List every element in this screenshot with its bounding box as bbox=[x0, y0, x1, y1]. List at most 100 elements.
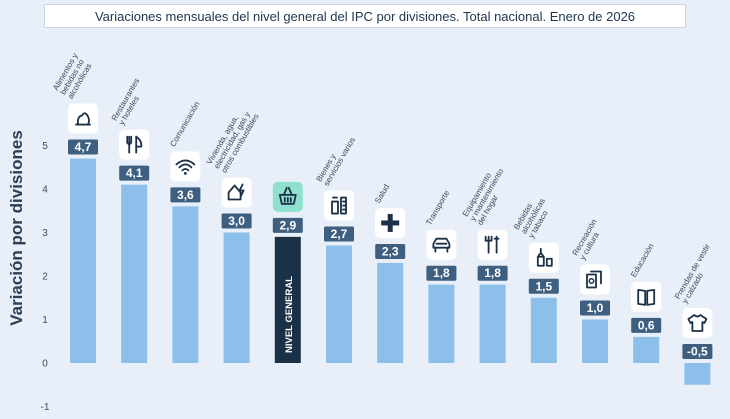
cross-icon bbox=[375, 207, 406, 238]
bar bbox=[223, 232, 250, 363]
bar bbox=[172, 206, 199, 363]
value-label-group: 2,3 bbox=[375, 243, 406, 259]
value-label: 4,7 bbox=[75, 140, 92, 154]
icon-stroke bbox=[637, 289, 647, 306]
value-label: 3,0 bbox=[228, 214, 245, 228]
y-tick-label: -1 bbox=[41, 402, 50, 413]
icon-dot bbox=[588, 278, 595, 284]
value-label-group: 1,8 bbox=[426, 265, 457, 281]
y-tick-label: 4 bbox=[42, 185, 48, 196]
icon-stroke bbox=[340, 196, 347, 215]
value-label: 2,7 bbox=[331, 227, 348, 241]
icon-box bbox=[170, 151, 201, 182]
wifi-icon bbox=[170, 151, 201, 182]
category-label: Bienes yservicios varios bbox=[315, 131, 357, 187]
icon-stroke bbox=[590, 270, 602, 285]
icon-dot bbox=[184, 172, 187, 175]
bar bbox=[582, 319, 608, 363]
value-label-bg bbox=[68, 139, 98, 155]
icon-stroke bbox=[586, 273, 597, 289]
bottles-icon bbox=[324, 190, 354, 221]
house-icon bbox=[221, 177, 252, 208]
value-label: 1,0 bbox=[587, 301, 604, 315]
value-label: 1,8 bbox=[484, 266, 501, 280]
value-label: 1,8 bbox=[433, 266, 450, 280]
value-label-bg bbox=[580, 300, 610, 316]
value-label-group: 4,7 bbox=[68, 139, 98, 155]
icon-stroke bbox=[536, 247, 545, 267]
bar bbox=[121, 184, 148, 363]
y-axis-label: Variación por divisiones bbox=[7, 130, 26, 326]
icon-box bbox=[580, 264, 610, 295]
value-label: 1,5 bbox=[535, 279, 552, 293]
food-icon bbox=[68, 103, 98, 134]
category-label: Comunicación bbox=[168, 100, 201, 148]
y-tick-label: 1 bbox=[42, 315, 48, 326]
icon-stroke bbox=[76, 112, 90, 126]
icon-stroke bbox=[331, 196, 339, 215]
bar bbox=[530, 297, 557, 363]
category-label-line: Comunicación bbox=[168, 100, 201, 148]
value-label: 4,1 bbox=[126, 166, 143, 180]
shirt-icon bbox=[682, 308, 713, 338]
y-tick-label: 3 bbox=[42, 228, 48, 239]
value-label-bg bbox=[272, 217, 303, 233]
icon-stroke bbox=[278, 193, 297, 205]
icon-box bbox=[119, 129, 150, 160]
icon-stroke bbox=[282, 186, 293, 196]
y-tick-label: 0 bbox=[42, 359, 48, 370]
icon-box bbox=[631, 281, 662, 312]
bar bbox=[377, 262, 404, 363]
y-tick-label: 5 bbox=[42, 141, 48, 152]
icon-box bbox=[221, 177, 252, 208]
icon-stroke bbox=[432, 237, 451, 249]
category-label: Bebidasalcohólicasy tabaco bbox=[512, 192, 554, 239]
basket-icon bbox=[272, 181, 303, 212]
category-label: Equipamientoy mantenimientodel hogar bbox=[461, 162, 513, 226]
icon-box bbox=[477, 229, 508, 260]
category-label: NIVEL GENERAL bbox=[284, 276, 295, 353]
value-label-group: 1,0 bbox=[580, 300, 610, 316]
icon-stroke bbox=[687, 314, 708, 332]
tools-icon bbox=[477, 229, 508, 260]
car-icon bbox=[426, 229, 457, 260]
icon-stroke bbox=[175, 159, 196, 166]
value-label-group: 0,6 bbox=[631, 317, 662, 333]
icon-box bbox=[682, 308, 713, 338]
value-label-group: -0,5 bbox=[682, 344, 713, 359]
category-label: Vivienda, agua,electricidad, gas yotros … bbox=[205, 104, 261, 175]
value-label-bg bbox=[528, 278, 559, 294]
icon-box bbox=[68, 103, 98, 134]
value-label-bg bbox=[324, 226, 354, 242]
category-label: Prendas de vestiry calzado bbox=[673, 242, 719, 305]
value-label-group: 2,9 bbox=[272, 217, 303, 233]
category-label: Educación bbox=[629, 242, 655, 279]
icon-stroke bbox=[135, 135, 143, 148]
icon-stroke bbox=[493, 235, 500, 254]
value-label-group: 3,6 bbox=[170, 187, 201, 203]
cutlery-icon bbox=[119, 129, 150, 160]
icon-stroke bbox=[545, 257, 553, 267]
icon-stroke bbox=[178, 163, 193, 169]
value-label-group: 4,1 bbox=[119, 165, 150, 181]
icon-bar bbox=[381, 220, 400, 226]
cards-icon bbox=[580, 264, 610, 295]
value-label: 2,9 bbox=[279, 218, 296, 232]
value-label-bg bbox=[631, 317, 662, 333]
bar bbox=[70, 158, 96, 363]
icon-stroke bbox=[342, 200, 347, 211]
category-label: Alimentos ybebidas noalcohólicas bbox=[51, 52, 94, 101]
value-label-bg bbox=[477, 265, 508, 281]
icon-stroke bbox=[283, 196, 292, 203]
chart-title-box: Variaciones mensuales del nivel general … bbox=[44, 4, 686, 28]
bar bbox=[428, 284, 455, 363]
value-label-bg bbox=[221, 213, 252, 229]
value-label-group: 2,7 bbox=[324, 226, 354, 242]
value-label-bg bbox=[682, 344, 713, 359]
icon-stroke bbox=[434, 246, 449, 253]
icon-box bbox=[324, 190, 354, 221]
bar bbox=[326, 245, 352, 363]
bar bbox=[633, 336, 660, 363]
category-label-line: Transporte bbox=[424, 188, 451, 226]
